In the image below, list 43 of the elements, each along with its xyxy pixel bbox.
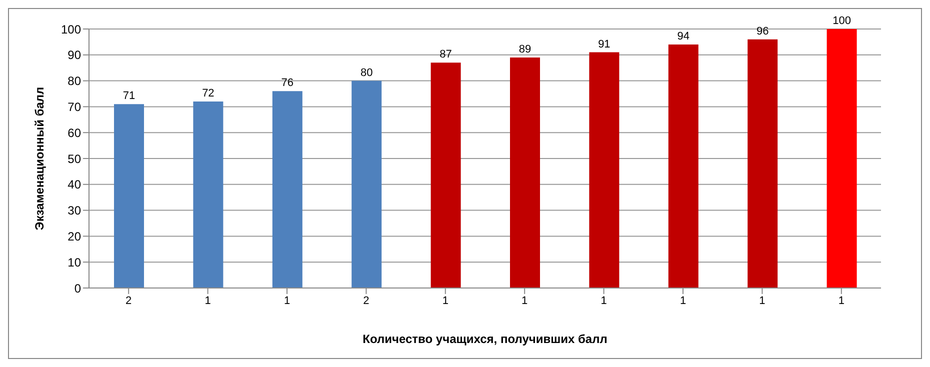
y-tick-label: 90	[68, 48, 82, 62]
data-label: 76	[281, 77, 294, 90]
bar	[430, 62, 461, 288]
y-tick-label: 20	[68, 229, 82, 244]
y-tick-label: 0	[74, 281, 82, 296]
y-tick-label: 80	[68, 74, 82, 88]
data-label: 89	[518, 43, 532, 56]
x-tick-label: 1	[600, 294, 607, 307]
data-label: 80	[360, 66, 373, 79]
x-tick-label: 1	[680, 294, 686, 307]
bar	[510, 57, 540, 288]
data-label: 71	[122, 90, 136, 102]
data-label: 72	[202, 88, 214, 100]
bar	[748, 39, 778, 288]
data-label: 94	[677, 30, 690, 43]
data-label: 96	[756, 25, 769, 38]
x-tick-label: 1	[759, 294, 766, 307]
x-tick-label: 1	[442, 294, 448, 307]
bar	[114, 104, 144, 288]
x-tick-label: 2	[363, 294, 370, 307]
y-tick-label: 60	[68, 126, 82, 140]
x-tick-label: 1	[522, 294, 528, 307]
y-tick-label: 10	[68, 255, 82, 270]
x-tick-label: 1	[204, 294, 211, 307]
bar	[193, 102, 224, 288]
data-label: 91	[598, 38, 610, 50]
bar	[589, 52, 620, 288]
x-axis-title: Количество учащихся, получивших балл	[362, 332, 608, 346]
x-tick-label: 1	[284, 294, 290, 307]
x-tick-label: 2	[126, 294, 132, 307]
y-tick-label: 40	[68, 178, 82, 192]
data-label: 100	[832, 15, 851, 27]
y-tick-label: 100	[60, 22, 82, 36]
y-tick-label: 50	[68, 152, 82, 166]
y-tick-label: 30	[68, 204, 82, 218]
bar	[668, 44, 698, 288]
bar	[826, 29, 857, 288]
bar	[272, 91, 302, 288]
bar	[352, 80, 382, 288]
y-tick-label: 70	[68, 100, 82, 114]
data-label: 87	[440, 48, 452, 61]
y-axis-title: Экзаменационный балл	[32, 86, 46, 230]
x-tick-label: 1	[838, 294, 844, 307]
